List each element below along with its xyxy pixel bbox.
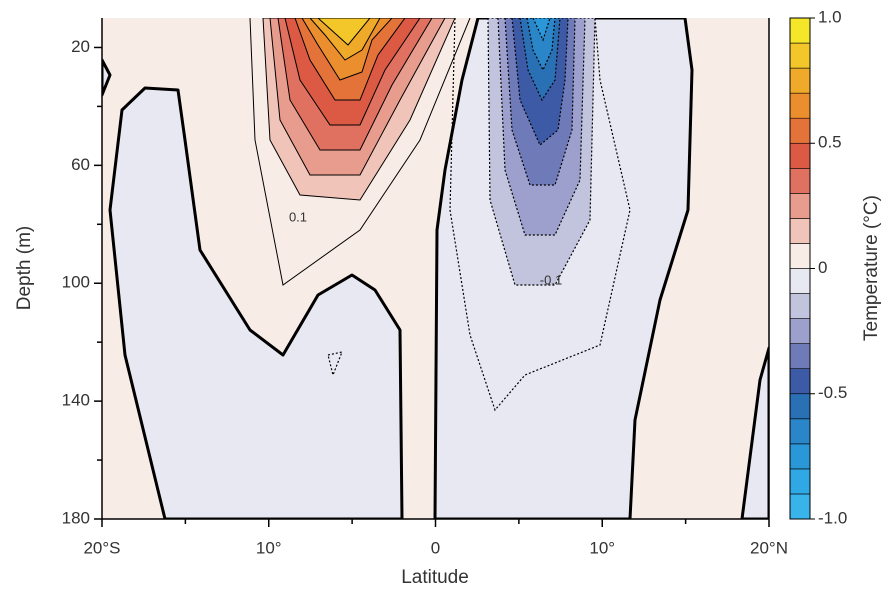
contour-fill [526,18,556,72]
colorbar-band [789,142,811,169]
x-tick-label: 20°N [750,538,788,557]
x-tick-label: 10° [589,538,615,557]
colorbar-band [789,393,811,420]
colorbar-band [789,243,811,269]
colorbar-label: Temperature (°C) [861,195,882,341]
contour-label: -0.1 [540,272,562,287]
colorbar-tick-label: 0.5 [818,133,842,152]
y-tick-label: 100 [62,273,90,292]
x-tick-label: 20°S [83,538,120,557]
colorbar-band [789,268,811,294]
contour-line [327,351,343,377]
contour-fill [102,58,112,97]
y-tick-label: 20 [71,37,90,56]
y-tick-label: 60 [71,155,90,174]
colorbar-band [789,92,811,119]
colorbar-band [789,168,811,194]
x-tick-label: 0 [431,538,440,557]
contour-fill [740,346,769,519]
colorbar-band [789,218,811,244]
colorbar-band [789,343,811,369]
contour-fill [108,86,404,519]
colorbar-band [789,293,811,319]
colorbar-band [789,42,811,69]
colorbar-band [789,418,811,445]
contour-label: 0.1 [289,209,307,224]
plot-area [102,18,769,519]
colorbar-tick-label: 1.0 [818,7,842,26]
y-tick-label: 180 [62,508,90,527]
colorbar-tick-label: -1.0 [818,508,847,527]
colorbar-tick-label: 0 [818,258,827,277]
y-axis-label: Depth (m) [14,226,35,310]
colorbar-band [789,193,811,219]
y-tick-label: 140 [62,391,90,410]
colorbar-band [789,67,811,94]
colorbar-band [789,468,811,495]
contour-fill [317,18,371,46]
contour-line [249,18,471,286]
colorbar-band [789,318,811,344]
colorbar-band [789,17,811,44]
colorbar-band [789,493,811,520]
colorbar-tick-label: -0.5 [818,383,847,402]
colorbar-band [789,443,811,470]
x-tick-label: 10° [256,538,282,557]
x-axis-label: Latitude [401,567,469,588]
colorbar-band [789,117,811,144]
colorbar-band [789,368,811,395]
contour-fill [532,18,551,42]
